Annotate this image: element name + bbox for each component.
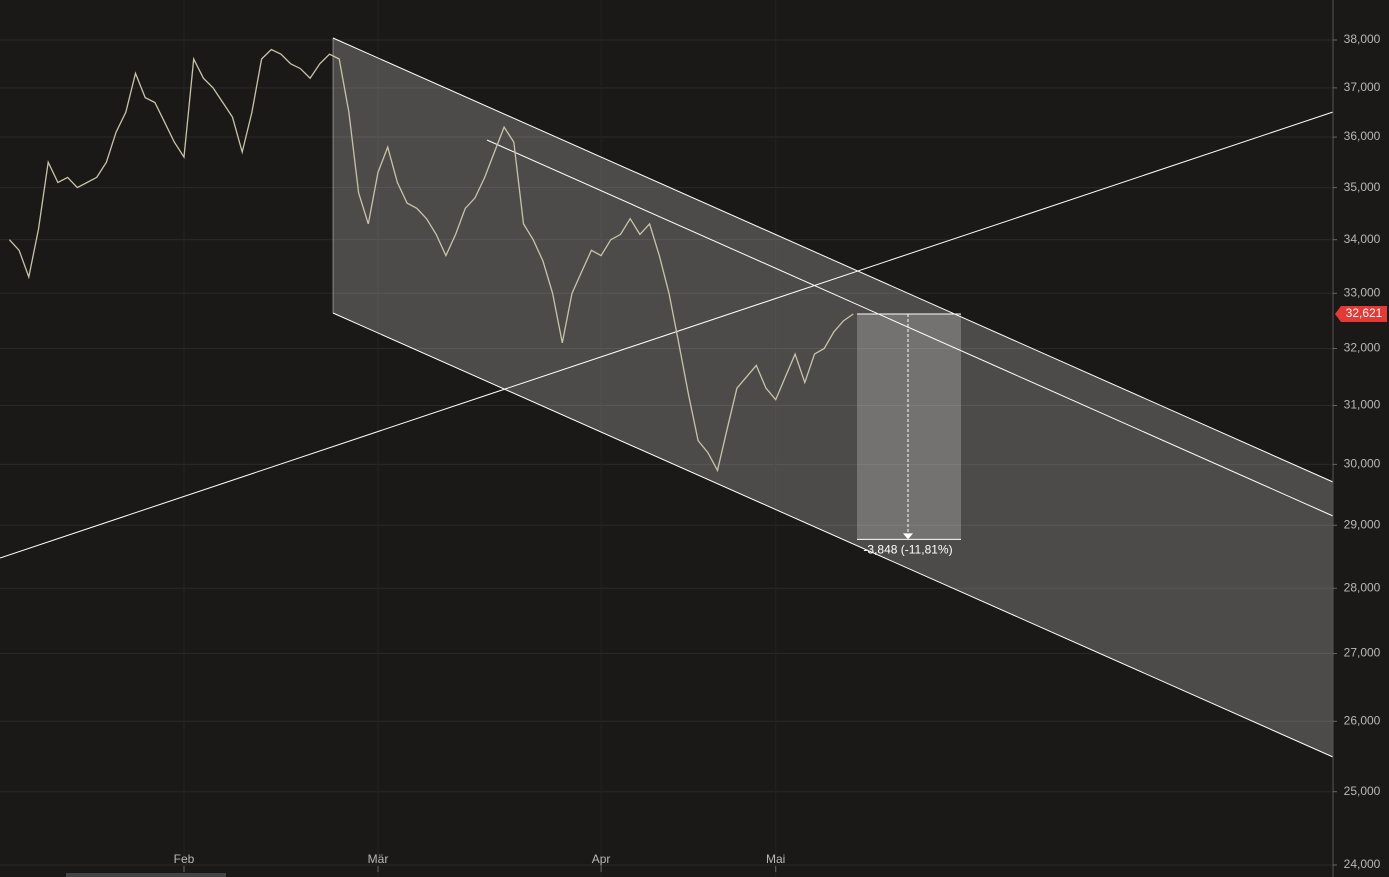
- x-tick-label: Mär: [368, 852, 389, 866]
- scrollbar[interactable]: [66, 873, 226, 877]
- channel-mid: [486, 139, 1334, 517]
- price-line: [8, 48, 854, 473]
- y-tick-label: 32,000: [1344, 341, 1381, 355]
- last-price-label: 32,621: [1346, 306, 1383, 320]
- y-tick-label: 38,000: [1344, 32, 1381, 46]
- y-tick-label: 30,000: [1344, 457, 1381, 471]
- measure-label: -3,848 (-11,81%): [863, 543, 952, 557]
- y-tick-label: 35,000: [1344, 180, 1381, 194]
- y-tick-label: 29,000: [1344, 517, 1381, 531]
- grid: [0, 39, 1333, 866]
- y-tick-label: 28,000: [1344, 580, 1381, 594]
- plot: [8, 48, 854, 473]
- x-tick-label: Mai: [766, 852, 785, 866]
- trend-line: [0, 111, 1334, 559]
- last-price-tag: [1335, 306, 1387, 323]
- y-tick-label: 33,000: [1344, 285, 1381, 299]
- y-tick-label: 36,000: [1344, 129, 1381, 143]
- measure-box: [857, 314, 961, 540]
- y-tick-label: 27,000: [1344, 646, 1381, 660]
- y-tick-label: 34,000: [1344, 232, 1381, 246]
- y-tick-label: 31,000: [1344, 398, 1381, 412]
- x-tick-label: Apr: [592, 852, 611, 866]
- measure-arrowhead: [903, 533, 913, 540]
- x-tick-label: Feb: [174, 852, 195, 866]
- y-tick-label: 24,000: [1344, 857, 1381, 871]
- channel-upper: [332, 37, 1334, 483]
- y-axis-panel: [1333, 0, 1389, 877]
- channel-lower: [332, 312, 1334, 758]
- channel-fill: [333, 38, 1333, 757]
- y-tick-label: 37,000: [1344, 80, 1381, 94]
- y-tick-label: 26,000: [1344, 713, 1381, 727]
- y-tick-label: 25,000: [1344, 784, 1381, 798]
